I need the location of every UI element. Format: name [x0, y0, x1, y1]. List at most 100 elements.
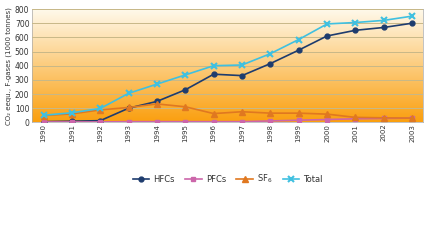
Bar: [32, 62, 423, 63]
Bar: [32, 95, 423, 96]
PFCs: [41, 121, 46, 124]
Bar: [32, 59, 423, 60]
Bar: [32, 11, 423, 12]
Bar: [32, 109, 423, 110]
SF₆: [183, 105, 188, 108]
HFCs: [154, 100, 160, 103]
Bar: [32, 77, 423, 78]
HFCs: [211, 73, 216, 76]
Bar: [32, 51, 423, 52]
Bar: [32, 99, 423, 100]
Bar: [32, 45, 423, 46]
HFCs: [268, 62, 273, 65]
Bar: [32, 56, 423, 57]
Bar: [32, 102, 423, 103]
Total: [154, 83, 160, 86]
PFCs: [239, 120, 245, 123]
Bar: [32, 118, 423, 119]
Bar: [32, 27, 423, 28]
SF₆: [239, 110, 245, 113]
Bar: [32, 40, 423, 41]
Bar: [32, 105, 423, 106]
Bar: [32, 84, 423, 85]
Bar: [32, 9, 423, 10]
HFCs: [98, 119, 103, 122]
Bar: [32, 81, 423, 82]
Bar: [32, 37, 423, 38]
Bar: [32, 35, 423, 36]
Bar: [32, 113, 423, 114]
Bar: [32, 93, 423, 94]
HFCs: [41, 120, 46, 123]
Total: [296, 38, 301, 41]
Bar: [32, 117, 423, 118]
Bar: [32, 39, 423, 40]
Bar: [32, 49, 423, 50]
Bar: [32, 55, 423, 56]
SF₆: [211, 112, 216, 115]
Bar: [32, 80, 423, 81]
HFCs: [410, 22, 415, 25]
HFCs: [324, 34, 329, 37]
Bar: [32, 69, 423, 70]
Bar: [32, 10, 423, 11]
Bar: [32, 70, 423, 71]
Bar: [32, 38, 423, 39]
Bar: [32, 73, 423, 74]
Total: [381, 19, 387, 22]
HFCs: [296, 49, 301, 52]
Bar: [32, 74, 423, 75]
Total: [268, 52, 273, 55]
Bar: [32, 65, 423, 66]
Bar: [32, 116, 423, 117]
Bar: [32, 13, 423, 14]
Bar: [32, 98, 423, 99]
Bar: [32, 76, 423, 77]
Bar: [32, 71, 423, 72]
Bar: [32, 85, 423, 86]
Bar: [32, 86, 423, 87]
Bar: [32, 120, 423, 121]
Bar: [32, 46, 423, 47]
Bar: [32, 121, 423, 122]
Bar: [32, 61, 423, 62]
PFCs: [126, 120, 131, 123]
Bar: [32, 23, 423, 24]
SF₆: [268, 112, 273, 115]
Bar: [32, 22, 423, 23]
Bar: [32, 104, 423, 105]
Bar: [32, 14, 423, 15]
Line: HFCs: HFCs: [41, 21, 414, 124]
Total: [211, 64, 216, 67]
Bar: [32, 21, 423, 22]
Bar: [32, 75, 423, 76]
Bar: [32, 57, 423, 58]
Bar: [32, 78, 423, 79]
Legend: HFCs, PFCs, SF$_6$, Total: HFCs, PFCs, SF$_6$, Total: [130, 170, 326, 189]
HFCs: [69, 120, 75, 123]
Bar: [32, 89, 423, 90]
Bar: [32, 67, 423, 68]
Bar: [32, 108, 423, 109]
Bar: [32, 58, 423, 59]
Total: [41, 114, 46, 117]
Bar: [32, 32, 423, 33]
Bar: [32, 41, 423, 42]
Bar: [32, 18, 423, 19]
Total: [239, 63, 245, 66]
PFCs: [410, 117, 415, 120]
SF₆: [296, 112, 301, 115]
Bar: [32, 63, 423, 64]
Bar: [32, 110, 423, 111]
Bar: [32, 17, 423, 18]
Total: [353, 21, 358, 24]
Bar: [32, 94, 423, 95]
PFCs: [296, 119, 301, 122]
HFCs: [239, 74, 245, 77]
Bar: [32, 54, 423, 55]
Line: PFCs: PFCs: [41, 116, 414, 124]
Total: [410, 15, 415, 18]
Bar: [32, 72, 423, 73]
Total: [183, 73, 188, 76]
PFCs: [381, 117, 387, 120]
